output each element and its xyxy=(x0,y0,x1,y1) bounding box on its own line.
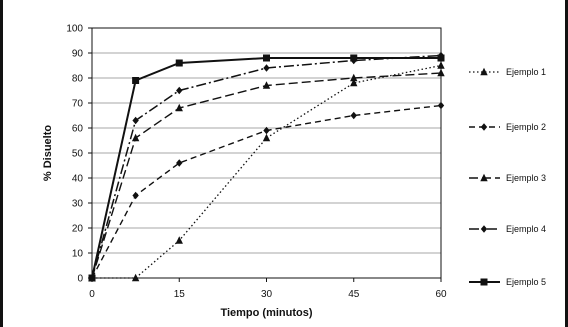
data-point xyxy=(437,68,445,77)
series-line xyxy=(91,57,441,279)
data-point xyxy=(480,67,488,76)
series-5 xyxy=(88,54,445,282)
data-point xyxy=(262,81,271,89)
y-tick-label: 50 xyxy=(72,149,84,160)
legend-item: Ejemplo 2 xyxy=(469,122,546,132)
legend: Ejemplo 1 Ejemplo 2 Ejemplo 3 Ejemplo 4 Ejem… xyxy=(469,67,546,287)
y-tick-label: 20 xyxy=(72,224,84,235)
data-point xyxy=(132,116,139,125)
y-axis-title: % Disuelto xyxy=(42,125,54,182)
data-point xyxy=(175,236,183,244)
y-tick-label: 60 xyxy=(72,124,84,135)
data-point xyxy=(350,54,358,62)
axis-ticks: 0 10 20 30 40 50 60 70 80 90 100 0 15 30 45 60 xyxy=(66,24,447,301)
legend-item: Ejemplo 4 xyxy=(469,224,546,234)
data-point xyxy=(437,101,445,110)
series-line xyxy=(92,64,442,279)
series-group xyxy=(88,51,445,282)
data-point xyxy=(132,77,140,84)
data-point xyxy=(176,159,183,167)
data-point xyxy=(131,273,140,282)
data-point xyxy=(263,64,270,72)
legend-item: Ejemplo 5 xyxy=(469,277,546,287)
legend-label: Ejemplo 2 xyxy=(506,122,546,132)
data-point xyxy=(480,123,488,131)
data-point xyxy=(350,78,358,87)
x-tick-label: 15 xyxy=(174,289,186,300)
data-point xyxy=(437,61,445,69)
data-point xyxy=(262,133,271,142)
y-tick-label: 70 xyxy=(72,99,84,110)
data-point xyxy=(132,191,139,200)
data-point xyxy=(263,126,270,135)
x-tick-label: 60 xyxy=(435,289,447,300)
legend-label: Ejemplo 1 xyxy=(506,67,546,77)
data-point xyxy=(175,103,183,112)
series-2 xyxy=(88,101,445,282)
y-tick-label: 0 xyxy=(77,274,83,285)
x-tick-label: 30 xyxy=(261,289,273,300)
y-tick-label: 30 xyxy=(72,199,84,210)
legend-item: Ejemplo 3 xyxy=(469,173,546,183)
legend-label: Ejemplo 5 xyxy=(506,277,546,287)
y-tick-label: 100 xyxy=(66,24,83,35)
data-point xyxy=(480,173,488,182)
data-point xyxy=(263,54,270,62)
y-tick-label: 40 xyxy=(72,174,84,185)
data-point xyxy=(175,59,183,67)
dissolution-chart: 0 10 20 30 40 50 60 70 80 90 100 0 15 30 45 60 Ejemplo … xyxy=(42,24,546,320)
data-point xyxy=(437,54,445,62)
series-line xyxy=(91,104,442,279)
series-3 xyxy=(88,68,445,282)
legend-label: Ejemplo 3 xyxy=(506,173,546,183)
data-point xyxy=(131,133,140,142)
series-line xyxy=(91,54,442,279)
legend-label: Ejemplo 4 xyxy=(506,224,546,234)
data-point xyxy=(176,86,183,95)
data-point xyxy=(350,111,357,120)
series-line xyxy=(91,72,442,279)
x-tick-label: 0 xyxy=(89,289,95,300)
data-point xyxy=(350,73,358,82)
y-tick-label: 80 xyxy=(72,74,84,85)
x-axis-title: Tiempo (minutos) xyxy=(220,307,312,319)
data-point xyxy=(480,225,488,233)
data-point xyxy=(88,274,96,282)
x-tick-label: 45 xyxy=(348,289,360,300)
series-1 xyxy=(88,61,445,282)
legend-item: Ejemplo 1 xyxy=(469,67,546,77)
y-tick-label: 90 xyxy=(72,49,84,60)
data-point xyxy=(480,278,488,286)
y-tick-label: 10 xyxy=(72,249,84,260)
